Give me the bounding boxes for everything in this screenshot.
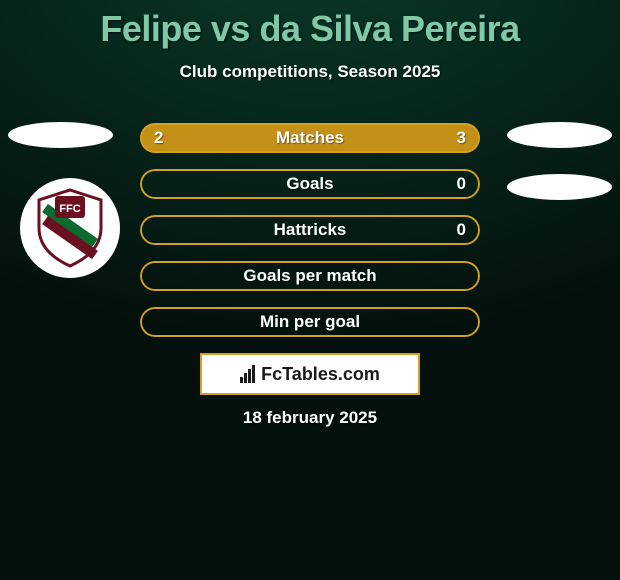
date: 18 february 2025 xyxy=(0,408,620,428)
stat-value-right: 0 xyxy=(457,215,466,245)
stat-label: Hattricks xyxy=(140,215,480,245)
page-title: Felipe vs da Silva Pereira xyxy=(0,0,620,50)
svg-text:FFC: FFC xyxy=(59,203,80,215)
stat-label: Matches xyxy=(140,123,480,153)
stat-row: Goals0 xyxy=(140,169,480,199)
club-badge: FFC xyxy=(20,178,120,278)
stat-value-left: 2 xyxy=(154,123,163,153)
stat-label: Goals per match xyxy=(140,261,480,291)
stat-row: Matches2 3 xyxy=(140,123,480,153)
shield-icon: FFC xyxy=(35,188,105,268)
stat-value-right: 3 xyxy=(457,123,466,153)
stat-row: Hattricks0 xyxy=(140,215,480,245)
bar-chart-icon xyxy=(240,365,255,383)
player-right-avatar xyxy=(507,122,612,148)
stat-value-right: 0 xyxy=(457,169,466,199)
subtitle: Club competitions, Season 2025 xyxy=(0,62,620,82)
footer-text: FcTables.com xyxy=(261,364,380,385)
player-left-avatar xyxy=(8,122,113,148)
player-right-avatar-2 xyxy=(507,174,612,200)
club-badge-shield: FFC xyxy=(35,188,105,268)
content: Felipe vs da Silva Pereira Club competit… xyxy=(0,0,620,580)
stat-row: Goals per match xyxy=(140,261,480,291)
stat-bars: Matches23Goals0Hattricks0Goals per match… xyxy=(140,123,480,353)
stat-label: Goals xyxy=(140,169,480,199)
stat-row: Min per goal xyxy=(140,307,480,337)
footer-attribution: FcTables.com xyxy=(200,353,420,395)
stat-label: Min per goal xyxy=(140,307,480,337)
